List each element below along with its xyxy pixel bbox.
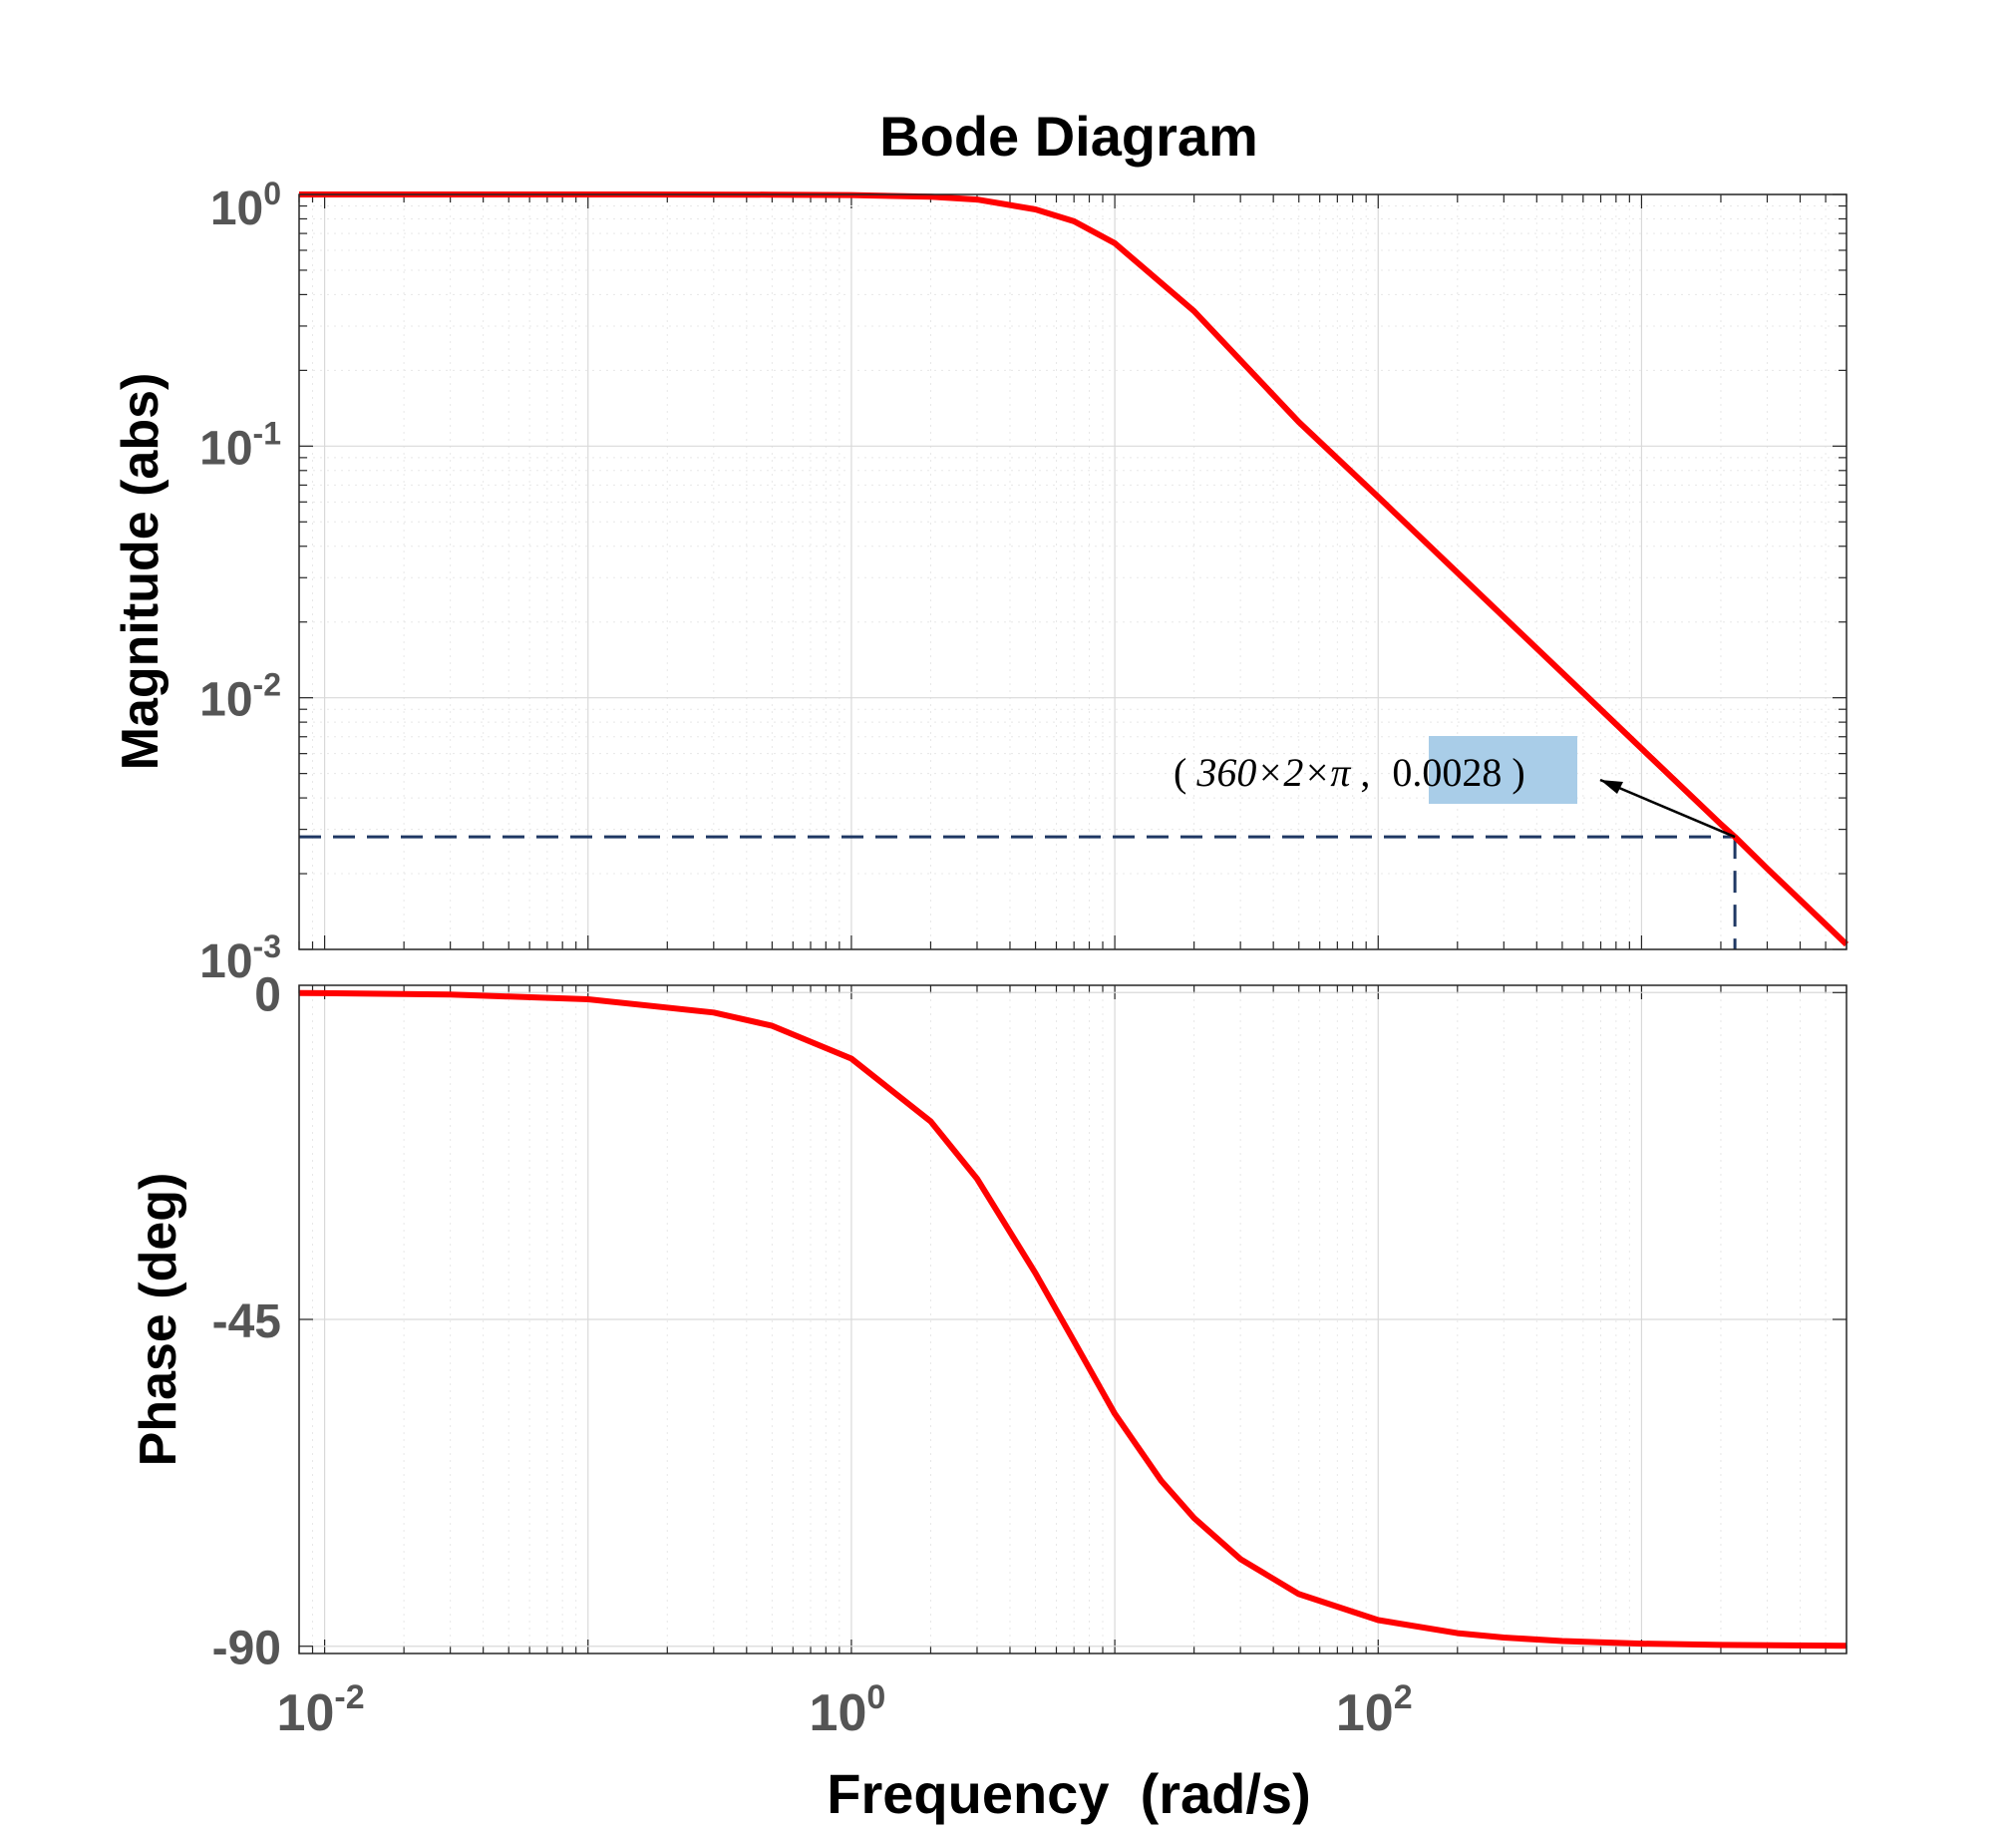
magnitude-ylabel: Magnitude (abs): [112, 373, 169, 771]
tick-exponent: -2: [253, 667, 281, 703]
x-axis-label: Frequency (rad/s): [827, 1762, 1310, 1825]
annotation-arrowhead: [1600, 780, 1623, 794]
tick-base: 10: [199, 935, 252, 988]
magnitude-reference-lines: [299, 835, 1737, 949]
magnitude-ytick-label: 10-1: [199, 415, 281, 475]
phase-ytick-label: -45: [212, 1295, 281, 1348]
annotation-open-paren: (: [1174, 750, 1186, 795]
annotation-x-value: 360×2×π: [1195, 750, 1351, 795]
phase-ytick-labels: 0 -45 -90: [212, 968, 281, 1674]
tick-base: 10: [199, 422, 252, 475]
phase-ylabel: Phase (deg): [130, 1173, 187, 1467]
annotation-comma: ,: [1360, 750, 1370, 795]
magnitude-ytick-label: 100: [210, 176, 281, 235]
annotation-arrow: [1599, 778, 1736, 839]
annotation-close-paren: ): [1512, 750, 1524, 795]
annotation-text: ( 360×2×π , 0.0028 ): [1174, 750, 1525, 795]
tick-exponent: 0: [263, 176, 281, 211]
x-tick-label: 100: [810, 1678, 886, 1742]
tick-base: 10: [1336, 1684, 1394, 1742]
tick-exponent: -1: [253, 415, 281, 451]
annotation-highlight: [1429, 736, 1577, 804]
tick-exponent: 2: [1394, 1678, 1413, 1716]
tick-exponent: -3: [253, 928, 281, 964]
x-tick-labels: 10-2 100 102: [277, 1678, 1413, 1742]
magnitude-ytick-label: 10-2: [199, 667, 281, 727]
tick-base: 10: [199, 674, 252, 727]
phase-ytick-label: 0: [254, 968, 281, 1021]
phase-ytick-label: -90: [212, 1623, 281, 1675]
tick-exponent: -2: [334, 1678, 364, 1716]
tick-base: 10: [210, 183, 263, 235]
tick-exponent: 0: [866, 1678, 885, 1716]
x-tick-label: 102: [1336, 1678, 1413, 1742]
magnitude-ytick-label: 10-3: [199, 928, 281, 988]
annotation-y-value: 0.0028: [1392, 750, 1502, 795]
phase-grid: [298, 985, 1848, 1653]
tick-base: 10: [810, 1684, 867, 1742]
x-tick-label: 10-2: [277, 1678, 365, 1742]
phase-series-line: [298, 989, 1848, 1650]
tick-base: 10: [277, 1684, 335, 1742]
annotation: ( 360×2×π , 0.0028 ): [1174, 736, 1736, 839]
chart-title: Bode Diagram: [879, 105, 1258, 168]
phase-axes-box: [298, 984, 1848, 1654]
magnitude-axes-box: [298, 193, 1848, 950]
